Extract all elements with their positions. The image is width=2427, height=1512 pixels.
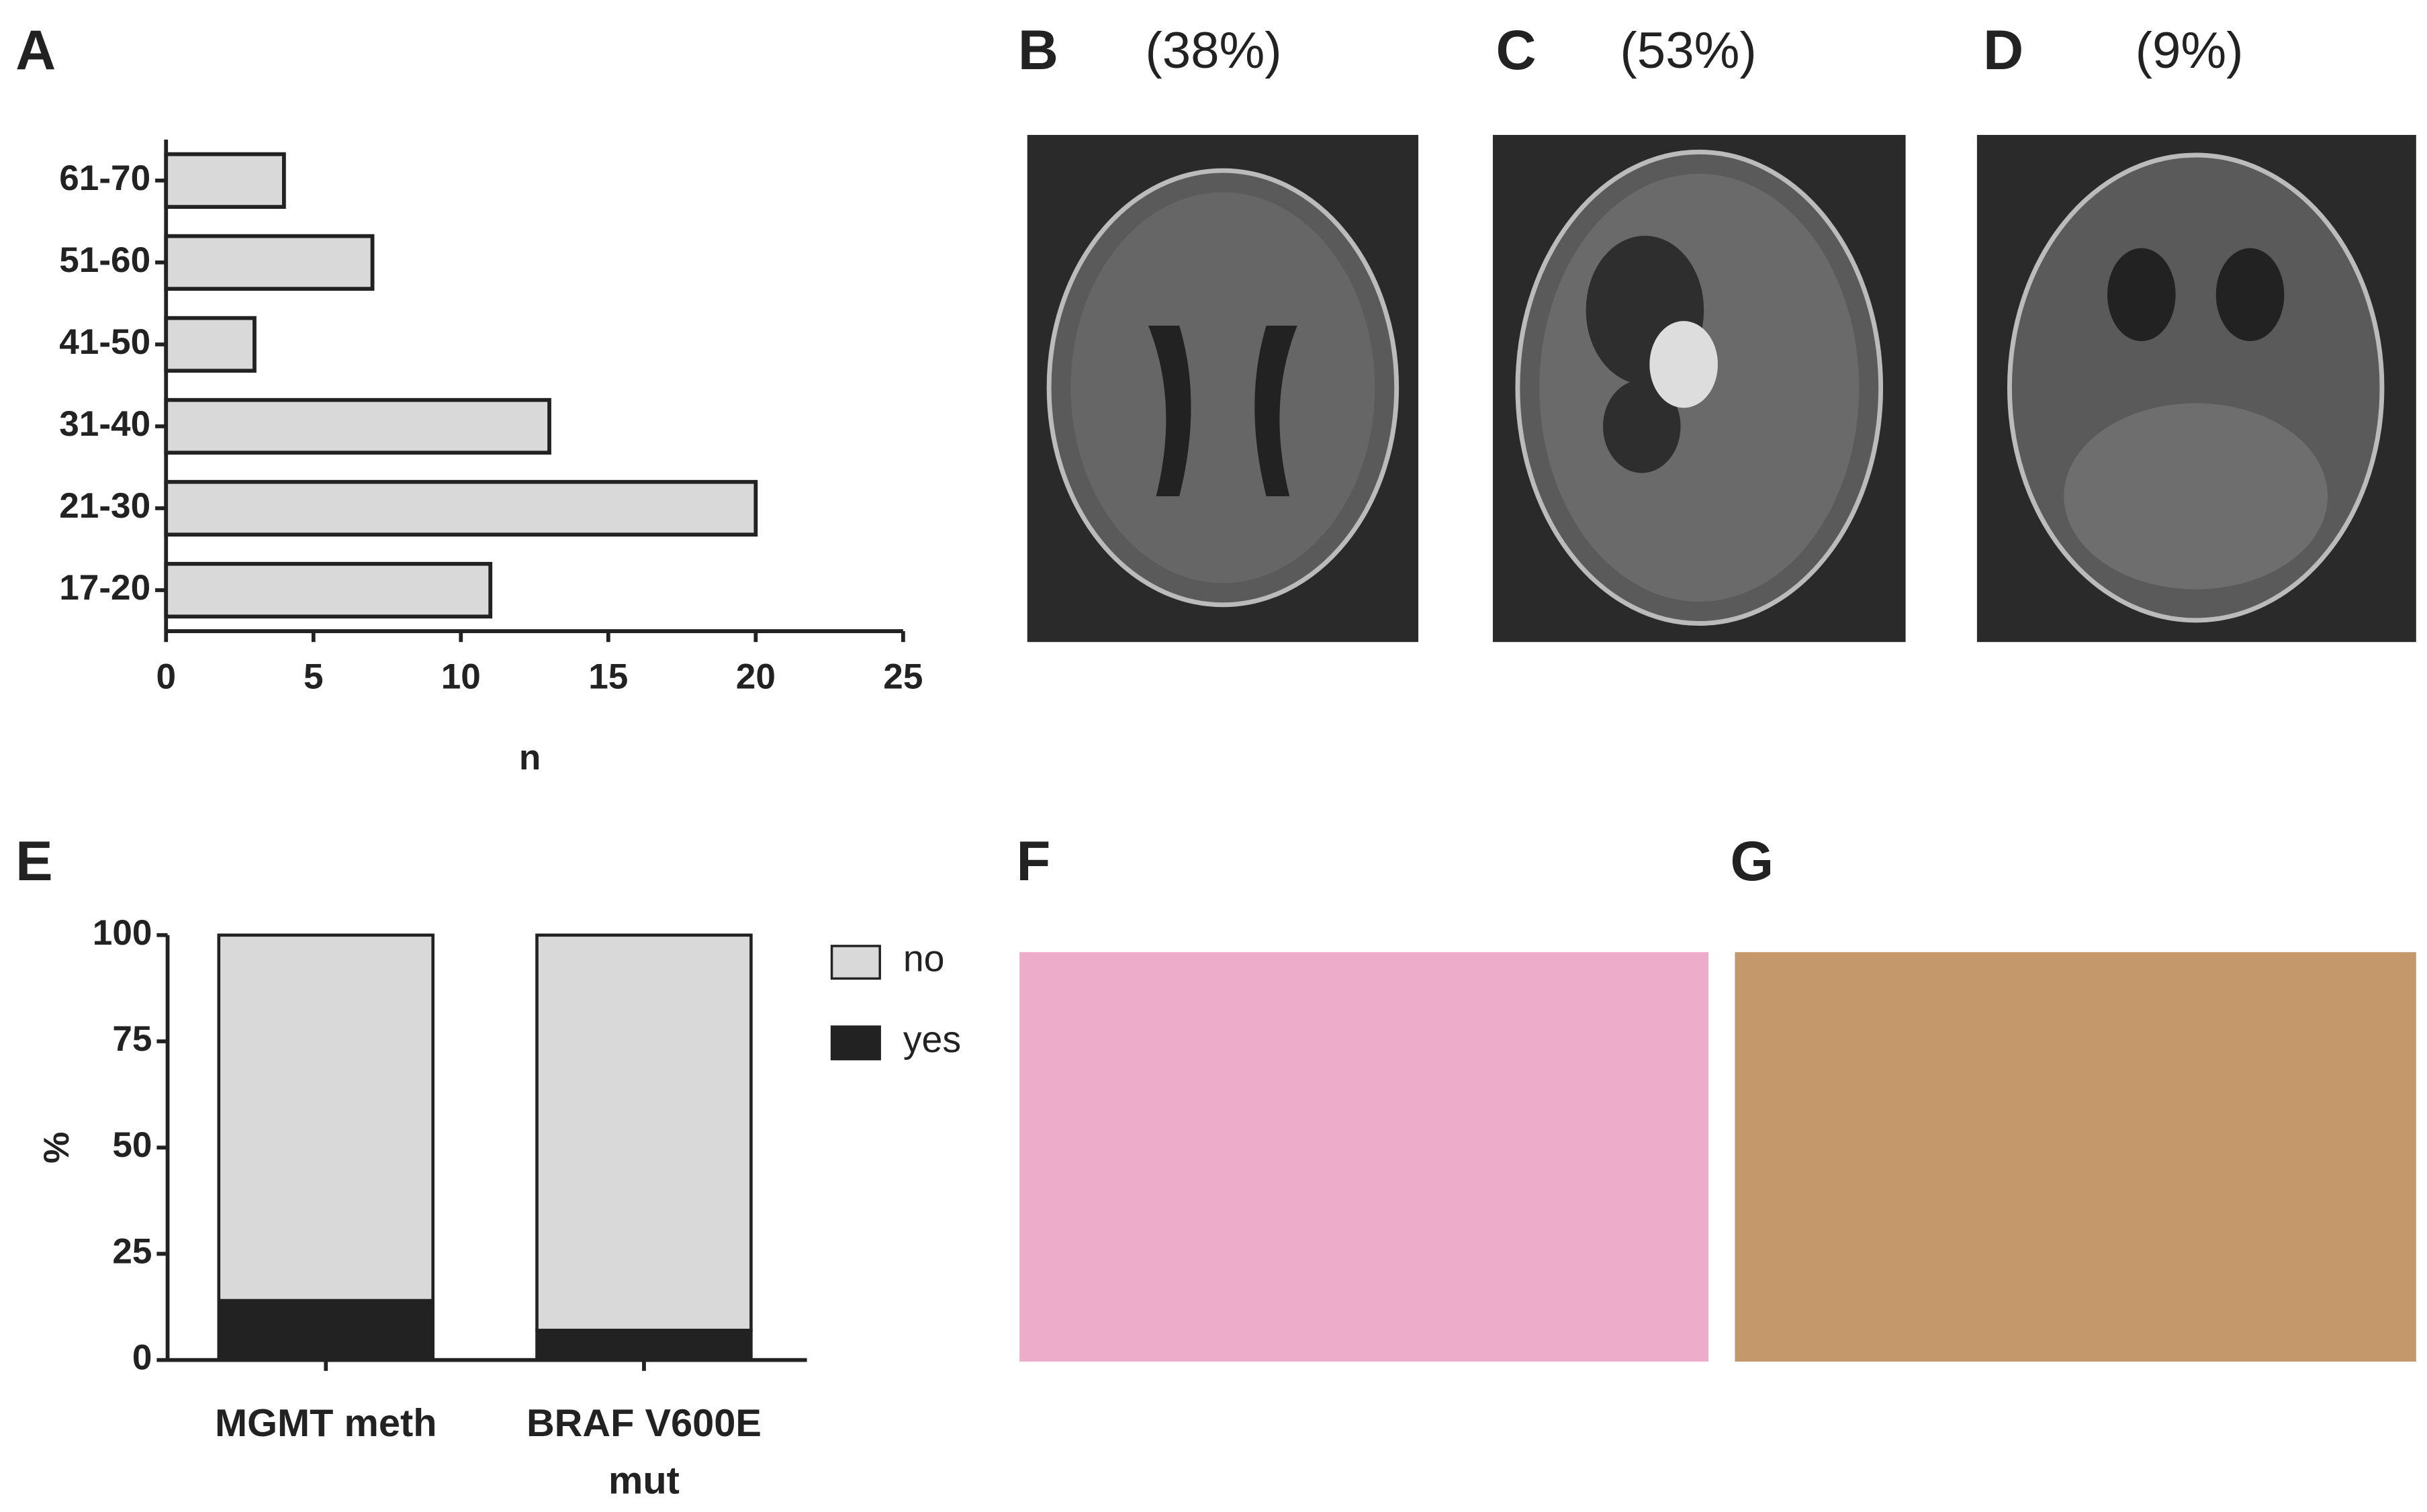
image-caption: (9%) xyxy=(2136,22,2244,79)
x-tick-label-box: MGMT meth xyxy=(214,1402,437,1446)
bar xyxy=(164,234,375,291)
x-tick-label: 25 xyxy=(883,657,923,697)
y-axis-label: % xyxy=(37,1132,77,1164)
y-tick-label: 61-70 xyxy=(59,158,150,198)
image-caption: (53%) xyxy=(1620,22,1756,79)
bar xyxy=(164,316,257,373)
y-tick-label: 51-60 xyxy=(59,240,150,280)
y-tick-label: 21-30 xyxy=(59,486,150,526)
mri-image xyxy=(1492,134,1906,643)
panel-label: B xyxy=(1018,19,1058,81)
legend-swatch xyxy=(830,1025,881,1061)
x-tick-label: MGMT meth xyxy=(214,1402,437,1446)
x-tick-label-box: BRAF V600E mut xyxy=(526,1402,762,1503)
y-tick-label: 75 xyxy=(112,1019,152,1059)
x-tick-label: 15 xyxy=(588,657,628,697)
mri-image xyxy=(1976,134,2416,643)
panel-label: D xyxy=(1983,19,2023,81)
y-tick-label: 17-20 xyxy=(59,568,150,608)
y-tick-label: 100 xyxy=(93,913,152,953)
x-tick-label: 20 xyxy=(736,657,776,697)
bar-segment xyxy=(217,1298,435,1362)
legend-swatch xyxy=(830,945,881,980)
x-tick-label: 5 xyxy=(304,657,324,697)
panel-label: E xyxy=(15,830,52,892)
bar-segment xyxy=(217,933,435,1303)
panel-label: A xyxy=(15,19,56,81)
histology-ihc xyxy=(1735,952,2416,1362)
bar-segment xyxy=(535,1329,753,1362)
bar xyxy=(164,479,758,537)
legend-label: yes xyxy=(903,1019,961,1060)
bar-segment xyxy=(535,933,753,1332)
panel-label: F xyxy=(1017,830,1051,892)
x-axis-label: n xyxy=(519,738,541,777)
panel-label: C xyxy=(1496,19,1537,81)
y-tick-label: 0 xyxy=(132,1338,152,1378)
bar xyxy=(164,397,551,455)
y-tick-label: 25 xyxy=(112,1231,152,1271)
y-tick-label: 50 xyxy=(112,1125,152,1165)
panel-label: G xyxy=(1730,830,1774,892)
y-tick-label: 31-40 xyxy=(59,404,150,444)
image-caption: (38%) xyxy=(1145,22,1281,79)
bar xyxy=(164,561,493,619)
y-tick-label: 41-50 xyxy=(59,322,150,362)
x-tick-label: 0 xyxy=(156,657,176,697)
x-tick-label: 10 xyxy=(441,657,481,697)
x-tick-label: BRAF V600E mut xyxy=(526,1402,762,1503)
mri-image xyxy=(1027,134,1419,643)
legend-label: no xyxy=(903,938,945,980)
histology-he xyxy=(1019,952,1709,1362)
bar xyxy=(164,152,286,209)
